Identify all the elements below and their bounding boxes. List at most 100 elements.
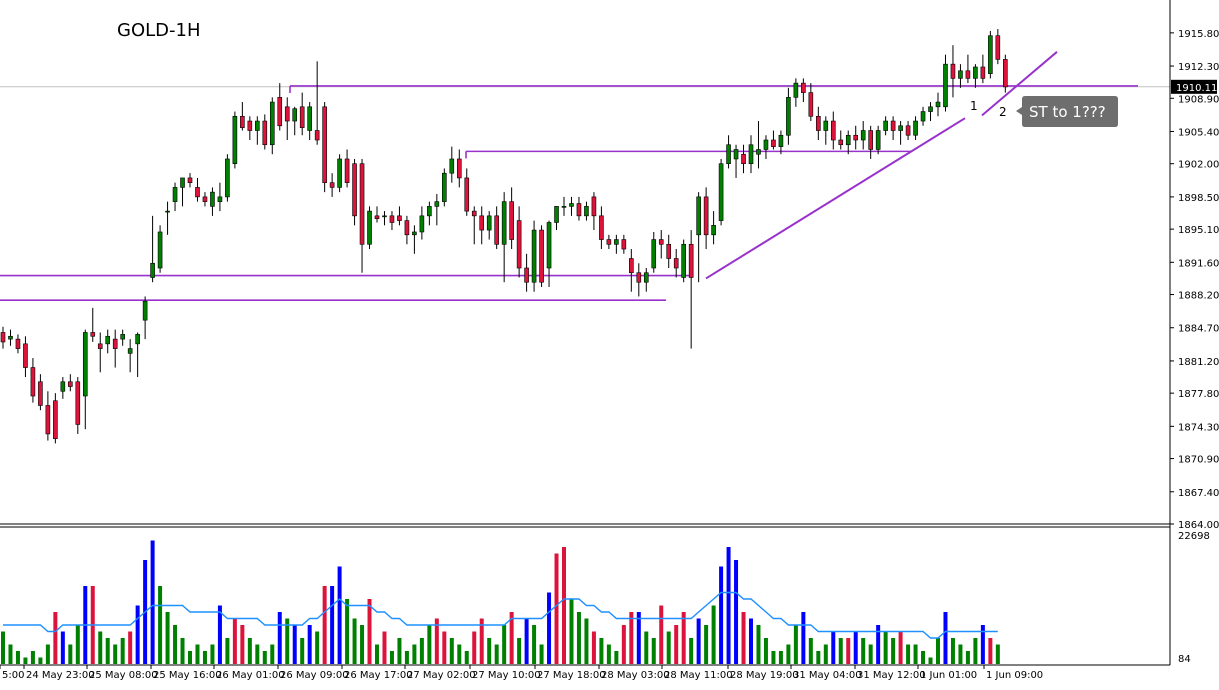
candle-body xyxy=(23,343,28,368)
volume-bar xyxy=(734,560,739,664)
volume-bar xyxy=(793,625,798,664)
volume-bar xyxy=(913,644,918,664)
wave-label-1: 1 xyxy=(970,99,978,113)
volume-bar xyxy=(1,631,5,664)
volume-bar xyxy=(838,638,843,664)
volume-bar xyxy=(771,651,776,664)
candle-body xyxy=(898,125,903,131)
candle-body xyxy=(643,272,649,283)
candle-body xyxy=(860,130,866,141)
wave-label-2: 2 xyxy=(999,105,1007,119)
volume-bar xyxy=(726,547,731,664)
candle-body xyxy=(150,262,155,278)
candle-body xyxy=(456,158,462,179)
volume-bar xyxy=(45,644,50,664)
candle-body xyxy=(816,115,821,131)
price-tick-label: 1867.40 xyxy=(1178,488,1219,499)
candle-body xyxy=(741,153,746,165)
volume-bar xyxy=(128,631,133,664)
volume-pane xyxy=(1,540,1000,664)
volume-bar xyxy=(636,612,641,664)
candle-body xyxy=(569,203,574,207)
volume-bar xyxy=(68,644,73,664)
volume-bar xyxy=(965,651,970,664)
candle-body xyxy=(995,35,1001,60)
candle-body xyxy=(890,120,896,131)
volume-bar xyxy=(562,547,566,664)
volume-bar xyxy=(472,631,477,664)
volume-bar xyxy=(599,638,604,664)
current-price-box xyxy=(1171,79,1217,94)
candle-body xyxy=(329,182,335,188)
volume-bar xyxy=(15,651,20,664)
current-price-label: 1910.11 xyxy=(1176,83,1217,94)
volume-bar xyxy=(539,644,544,664)
volume-bar xyxy=(315,631,320,664)
volume-bar xyxy=(786,644,791,664)
candle-body xyxy=(352,163,357,217)
volume-bar xyxy=(232,618,237,664)
volume-bar xyxy=(337,566,342,664)
candle-body xyxy=(187,177,193,183)
candle-body xyxy=(845,134,851,146)
price-tick-label: 1877.80 xyxy=(1178,389,1219,400)
candle-body xyxy=(546,222,552,269)
volume-bar xyxy=(442,631,447,664)
candle-body xyxy=(658,239,664,245)
candle-body xyxy=(427,206,432,217)
time-tick-label: 31 May 04:00 xyxy=(793,670,862,681)
candle-body xyxy=(240,115,245,128)
candle-body xyxy=(756,149,761,155)
volume-bar xyxy=(816,651,821,664)
volume-bar xyxy=(345,599,350,664)
candle-body xyxy=(636,272,642,283)
time-tick-label: 24 May 23:00 xyxy=(26,670,95,681)
volume-bar xyxy=(427,625,432,664)
candle-body xyxy=(823,120,829,131)
volume-bar xyxy=(853,631,858,664)
time-tick-label: 28 May 03:00 xyxy=(601,670,670,681)
price-tick-label: 1870.90 xyxy=(1178,455,1219,466)
candle-body xyxy=(225,158,230,198)
candle-body xyxy=(501,201,507,245)
volume-bar xyxy=(950,638,955,664)
candle-body xyxy=(980,66,986,79)
volume-bar xyxy=(591,631,596,664)
candle-body xyxy=(277,97,283,127)
candle-body xyxy=(479,215,485,231)
candle-body xyxy=(105,335,111,345)
candle-body xyxy=(157,231,163,269)
volume-bar xyxy=(614,651,619,664)
candle-body xyxy=(165,210,170,213)
volume-bar xyxy=(973,638,978,664)
volume-bar xyxy=(255,644,260,664)
volume-bar xyxy=(322,586,327,664)
time-tick-label: 28 May 19:00 xyxy=(730,670,799,681)
candle-body xyxy=(1003,59,1008,88)
candle-body xyxy=(599,215,604,240)
candle-body xyxy=(554,206,559,223)
volume-bar xyxy=(576,612,581,664)
candle-body xyxy=(486,215,492,231)
price-tick-label: 1915.80 xyxy=(1178,29,1219,40)
volume-bar xyxy=(389,651,394,664)
candle-body xyxy=(442,172,447,202)
candle-body xyxy=(367,210,372,245)
time-tick-label: 26 May 01:00 xyxy=(216,670,285,681)
volume-bar xyxy=(696,618,701,664)
volume-bar xyxy=(741,612,746,664)
candle-body xyxy=(920,111,926,122)
candle-body xyxy=(778,134,784,147)
volume-bar xyxy=(352,618,357,664)
volume-bar xyxy=(479,618,484,664)
candle-body xyxy=(449,158,455,174)
candle-body xyxy=(45,405,51,435)
price-tick-label: 1884.70 xyxy=(1178,324,1219,335)
volume-bar xyxy=(150,540,155,664)
volume-bar xyxy=(749,618,753,664)
candle-body xyxy=(591,196,597,217)
volume-bar xyxy=(419,638,424,664)
volume-bar xyxy=(158,586,163,664)
candle-body xyxy=(30,367,36,397)
